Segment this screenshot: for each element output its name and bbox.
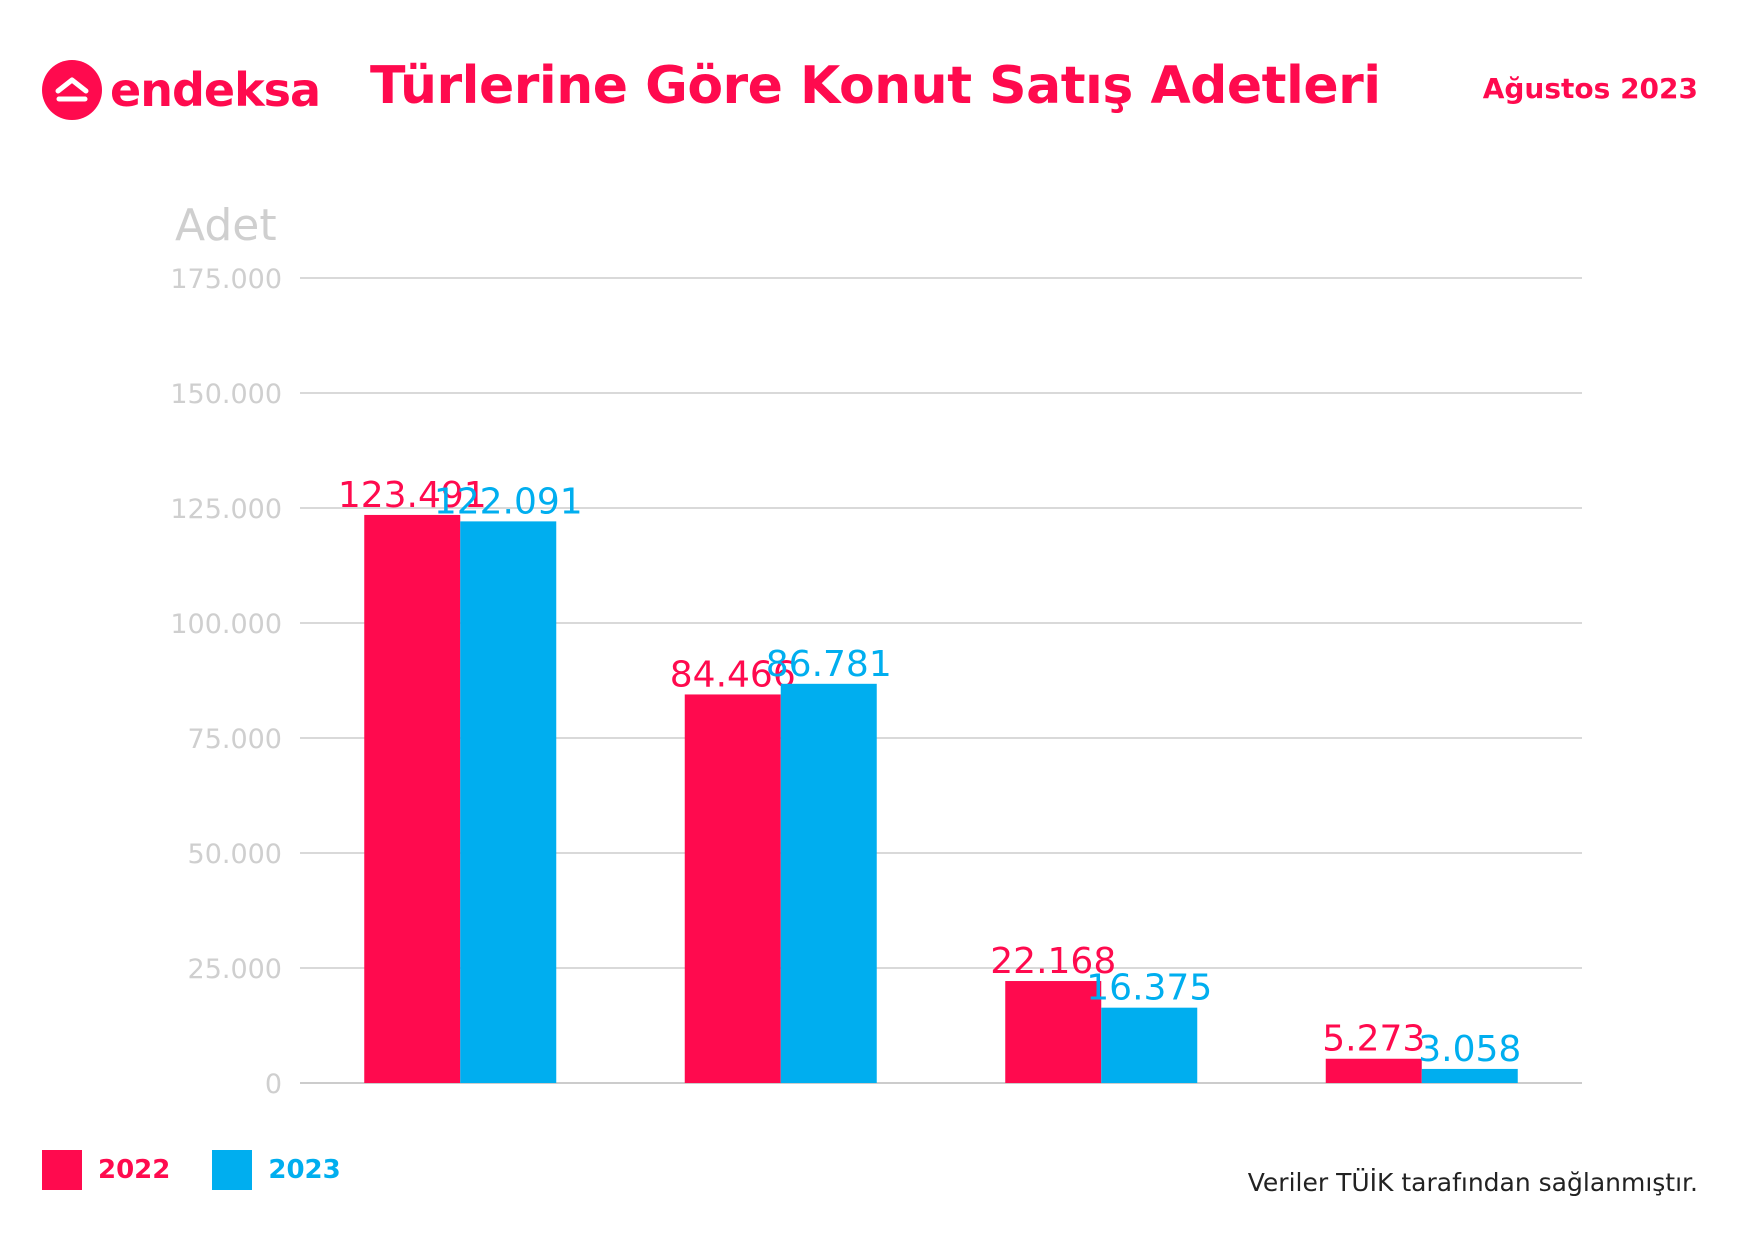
data-label-2022-2: 84.466 <box>670 654 796 695</box>
legend-label-2023: 2023 <box>268 1155 341 1185</box>
legend-item-2023: 2023 <box>212 1150 341 1190</box>
legend-swatch-2022 <box>42 1150 82 1190</box>
y-axis-title: Adet <box>175 200 277 251</box>
period-label: Ağustos 2023 <box>1482 72 1698 105</box>
data-label-2023-3: 16.375 <box>1086 968 1212 1009</box>
data-label-2022-4: 5.273 <box>1322 1019 1425 1060</box>
bar-chart: Adet 0 25.000 50.000 75.000 100.000 125.000 150… <box>170 200 1582 1100</box>
brand-name: endeksa <box>110 63 321 117</box>
legend-label-2022: 2022 <box>98 1155 171 1185</box>
page-title: Türlerine Göre Konut Satış Adetleri <box>370 56 1381 116</box>
home-roof-icon <box>42 60 102 120</box>
y-tick-label: 125.000 <box>170 494 282 525</box>
y-tick-label: 50.000 <box>188 839 282 870</box>
bar-2022-3 <box>1005 981 1102 1083</box>
header: endeksa Türlerine Göre Konut Satış Adetl… <box>0 0 1742 160</box>
bar-2022-1 <box>364 514 461 1083</box>
data-label-2023-1: 122.091 <box>434 481 583 522</box>
bar-2023-4 <box>1421 1068 1518 1083</box>
data-label-2022-3: 22.168 <box>990 941 1116 982</box>
bar-2023-2 <box>780 683 877 1083</box>
data-label-2022-1: 123.491 <box>338 475 487 516</box>
bar-2022-4 <box>1325 1058 1422 1083</box>
bar-2023-3 <box>1101 1007 1198 1083</box>
legend-item-2022: 2022 <box>42 1150 170 1190</box>
y-tick-label: 175.000 <box>170 264 282 295</box>
chart-legend: 2022 2023 <box>42 1150 383 1190</box>
y-tick-label: 75.000 <box>188 724 282 755</box>
y-tick-label: 150.000 <box>170 379 282 410</box>
data-label-2023-2: 86.781 <box>766 644 892 685</box>
y-tick-label: 25.000 <box>188 954 282 985</box>
brand-logo: endeksa <box>42 60 321 120</box>
data-label-2023-4: 3.058 <box>1418 1029 1521 1070</box>
bar-2022-2 <box>684 694 781 1083</box>
y-tick-label: 0 <box>265 1069 282 1100</box>
y-tick-label: 100.000 <box>170 609 282 640</box>
bar-2023-1 <box>460 521 557 1083</box>
legend-swatch-2023 <box>212 1150 253 1190</box>
data-source-note: Veriler TÜİK tarafından sağlanmıştır. <box>1247 1168 1698 1197</box>
